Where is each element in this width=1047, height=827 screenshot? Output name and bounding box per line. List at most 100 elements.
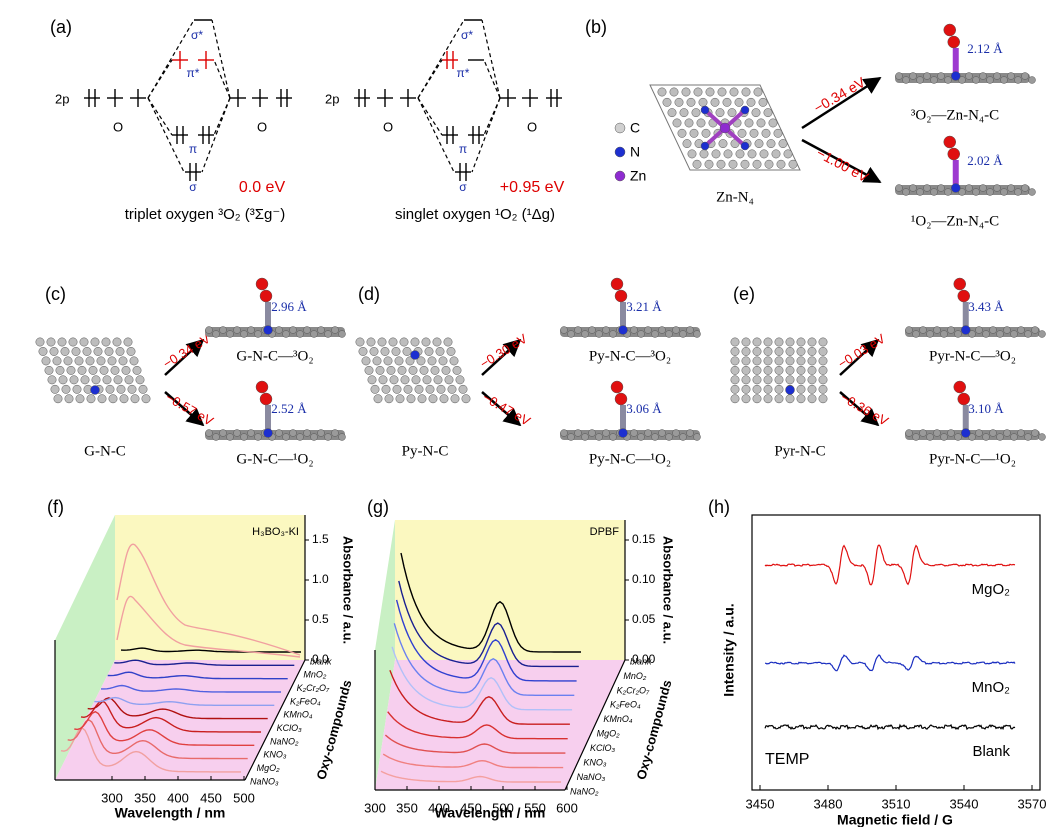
- bond: [952, 160, 959, 188]
- atom: [902, 188, 910, 196]
- correlation-line: [201, 97, 231, 173]
- label: +0.95 eV: [500, 179, 565, 196]
- oxygen: [610, 380, 624, 394]
- atom: [752, 356, 762, 366]
- atom: [773, 128, 783, 138]
- atom: [651, 433, 659, 441]
- atom: [46, 337, 56, 347]
- atom: [684, 118, 694, 128]
- atom: [219, 429, 227, 437]
- spectrum: [391, 646, 573, 711]
- label: Py-N-C—¹O₂: [589, 451, 671, 467]
- atom: [691, 108, 701, 118]
- oxygen: [947, 147, 960, 161]
- atom: [450, 394, 460, 404]
- atom: [658, 429, 666, 437]
- atom: [730, 384, 740, 394]
- atom: [700, 141, 710, 151]
- atom: [338, 330, 346, 338]
- back-wall: [115, 515, 305, 660]
- atom: [449, 356, 459, 366]
- spectrum: [382, 753, 564, 769]
- atom: [958, 76, 966, 84]
- atom: [303, 429, 311, 437]
- atom: [1024, 330, 1032, 338]
- atom: [452, 365, 462, 375]
- spectrum: [114, 659, 295, 666]
- atom: [588, 429, 596, 437]
- atom: [226, 330, 234, 338]
- atom: [602, 429, 610, 437]
- atom: [90, 337, 100, 347]
- atom: [774, 394, 784, 404]
- atom: [96, 356, 106, 366]
- atom: [778, 139, 788, 149]
- atom: [129, 356, 139, 366]
- label: 3.06 Å: [626, 401, 662, 416]
- atom: [771, 149, 781, 159]
- atom: [961, 428, 971, 438]
- atom: [58, 375, 68, 385]
- oxygen: [255, 277, 269, 291]
- atom: [331, 429, 339, 437]
- cell: [649, 84, 801, 171]
- atom: [400, 375, 410, 385]
- atom: [282, 433, 290, 441]
- atom: [716, 159, 726, 169]
- atom: [1038, 330, 1046, 338]
- atom: [439, 394, 449, 404]
- atom: [85, 356, 95, 366]
- atom: [940, 330, 948, 338]
- atom: [402, 347, 412, 356]
- atom: [427, 356, 437, 366]
- atom: [55, 365, 65, 375]
- atom: [752, 365, 762, 375]
- atom: [926, 330, 934, 338]
- atom: [741, 394, 751, 404]
- atom: [289, 326, 297, 334]
- atom: [138, 384, 148, 394]
- label: triplet oxygen ³O₂ (³Σg⁻): [125, 206, 286, 223]
- atom: [686, 97, 696, 107]
- atom: [651, 330, 659, 338]
- oxygen: [953, 380, 966, 394]
- atom: [758, 97, 768, 107]
- label: −0.30 eV: [477, 331, 530, 372]
- legend-label: C: [630, 120, 640, 136]
- atom: [807, 375, 817, 385]
- spectrum: [116, 543, 301, 656]
- label: Py-N-C—³O₂: [589, 348, 671, 364]
- y-tick-label: 1.0: [312, 572, 329, 586]
- atom: [979, 184, 987, 192]
- atom: [746, 97, 756, 107]
- atom: [1021, 72, 1029, 80]
- atom: [364, 365, 374, 375]
- oxygen: [255, 380, 269, 394]
- label: π: [189, 142, 197, 156]
- side-wall: [375, 520, 395, 790]
- bond: [962, 302, 969, 330]
- atom: [785, 394, 795, 404]
- x-tick-label: 3510: [882, 796, 911, 811]
- label: 0.0 eV: [239, 179, 286, 196]
- atom: [818, 365, 828, 375]
- atom: [425, 384, 435, 394]
- atom: [905, 326, 913, 334]
- atom: [410, 337, 420, 347]
- atom: [110, 365, 120, 375]
- label: Absorbance / a.u.: [341, 536, 356, 644]
- atom: [741, 347, 751, 356]
- correlation-line: [213, 97, 231, 136]
- compound-label: KNO₃: [583, 757, 607, 767]
- atom: [296, 433, 304, 441]
- atom: [764, 159, 774, 169]
- compound-label: blank: [310, 656, 332, 666]
- spectrum: [116, 595, 301, 658]
- x-tick-label: 3540: [950, 796, 979, 811]
- atom: [996, 330, 1004, 338]
- oxygen: [614, 289, 628, 303]
- label: −0.57 eV: [163, 389, 216, 428]
- atom: [909, 184, 917, 192]
- atom: [296, 330, 304, 338]
- atom: [699, 149, 709, 159]
